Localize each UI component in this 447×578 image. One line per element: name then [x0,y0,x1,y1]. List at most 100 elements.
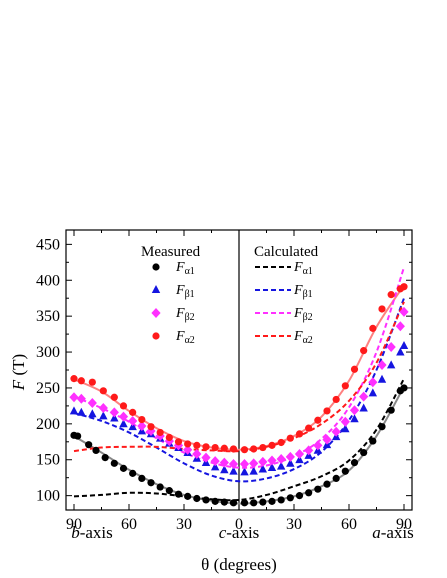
point-Fa1 [202,496,210,504]
legend-measured-label-Fb1: Fβ1 [175,283,195,300]
point-Fb2 [258,456,268,467]
point-Fb1 [377,374,387,383]
point-Fa1 [74,432,82,440]
point-Fa1 [305,489,313,497]
point-Fa1 [92,446,100,455]
fit-curves [73,284,405,505]
point-Fb1 [258,464,268,473]
point-Fa2 [369,324,377,332]
point-Fa2 [387,291,395,299]
y-tick-label: 400 [36,272,60,289]
point-Fa2 [129,408,137,416]
point-Fb2 [201,452,211,463]
point-Fa2 [305,424,313,432]
point-Fb1 [77,407,86,416]
point-Fa1 [341,467,349,475]
point-Fb2 [294,449,305,459]
point-Fb2 [304,445,314,456]
point-Fa1 [369,437,377,445]
point-Fa2 [174,438,183,446]
point-Fa2 [240,446,249,454]
point-Fb2 [395,321,405,332]
legend-measured-sub-Fa2: α2 [185,335,195,346]
point-Fa1 [147,479,155,487]
point-Fa1 [323,480,331,488]
measured-points [69,283,409,507]
point-Fa1 [138,474,146,483]
point-Fb1 [267,463,277,472]
point-Fb1 [350,414,359,423]
point-Fb1 [229,466,238,475]
point-Fa1 [211,497,219,505]
point-Fb1 [88,409,97,418]
point-Fa2 [360,347,368,355]
legend-marker-Fb1 [151,285,161,293]
legend-measured-sub-Fb1: β1 [185,289,195,300]
x-tick-label: 30 [176,516,192,533]
legend-marker-Fa2 [152,332,160,340]
point-Fb2 [313,440,323,451]
legend-calc-label-Fb2: Fβ2 [293,306,313,323]
point-Fb2 [137,421,147,431]
point-Fb2 [210,456,220,467]
fit-curve-Fa1 [73,386,405,505]
point-Fb2 [69,392,79,403]
point-Fb2 [399,306,409,317]
point-Fb2 [322,434,332,445]
point-Fa2 [220,444,228,452]
point-Fb2 [118,411,129,422]
legend-calc-sub-Fb1: β1 [303,289,313,300]
point-Fa2 [77,377,85,385]
bax-suffix: -axis [80,523,113,542]
b-axis-label: b-axis [71,523,113,542]
legend-marker-Fa1 [152,263,160,271]
point-Fb2 [386,342,396,353]
calculated-curve-Fa2 [73,301,405,453]
point-Fb1 [110,413,119,422]
fit-curve-Fa2 [73,284,405,451]
legend-items: Fα1 Fα1 Fβ1 Fβ1 Fβ2 Fβ2 Fα2 Fα2 [151,260,313,346]
point-Fb1 [220,465,229,474]
point-Fb2 [349,405,360,416]
point-Fb1 [240,467,249,476]
y-tick-label: 150 [36,452,60,469]
point-Fa2 [110,393,118,401]
legend-title-calculated: Calculated [254,244,319,260]
point-Fb1 [386,360,396,369]
legend-calc-label-Fa1: Fα1 [293,260,313,277]
point-Fb2 [377,359,387,370]
point-Fb2 [331,426,341,437]
y-tick-label: 100 [36,488,60,505]
x-tick-label: 60 [121,516,137,533]
point-Fb2 [219,457,229,468]
y-tick-label: 300 [36,344,60,361]
x-tick-label: 0 [235,516,243,533]
legend-calc-sub-Fa1: α1 [303,266,313,277]
point-Fa2 [202,443,210,451]
point-Fb1 [249,466,258,475]
point-Fa2 [277,438,285,447]
point-Fb2 [239,459,250,470]
point-Fb1 [276,461,286,470]
point-Fa2 [332,395,340,404]
y-tick-label: 200 [36,416,60,433]
point-Fa2 [70,375,78,383]
point-Fb1 [99,411,108,420]
point-Fb2 [228,459,239,470]
legend-title-measured: Measured [141,244,201,260]
point-Fb1 [396,347,405,356]
legend-measured-sub-Fb2: β2 [185,312,195,323]
x-tick-label: 30 [286,516,302,533]
point-Fa2 [193,441,201,449]
point-Fa2 [156,428,164,437]
point-Fa1 [400,384,408,392]
point-Fa2 [341,382,349,390]
x-tick-label: 60 [341,516,357,533]
point-Fa1 [295,492,304,500]
point-Fa1 [387,406,395,414]
point-Fa1 [250,499,258,507]
aax-letter: a [372,523,381,542]
point-Fa1 [156,483,164,491]
